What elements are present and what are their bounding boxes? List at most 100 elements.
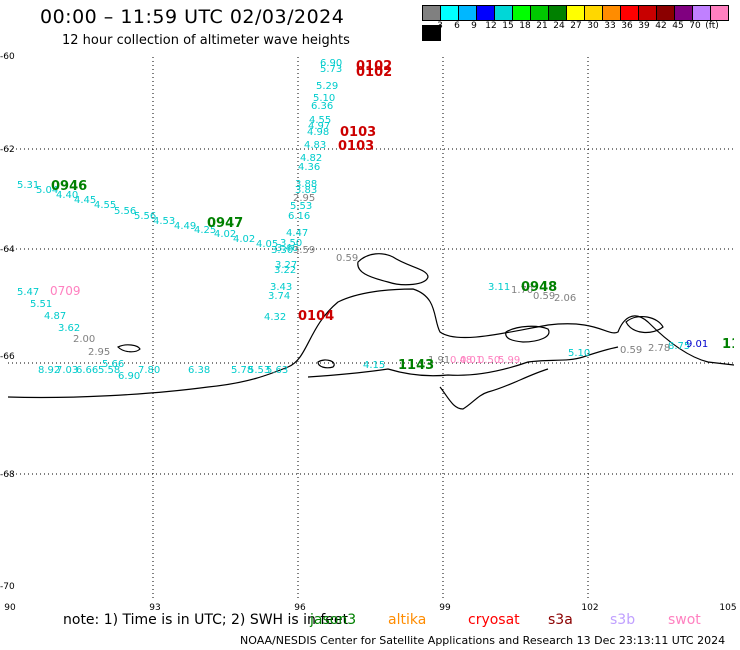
wave-height-label: 5.04 [36, 185, 58, 196]
wave-height-label: 5.73 [320, 64, 342, 75]
wave-height-label: 2.06 [554, 293, 576, 304]
map-note: note: 1) Time is in UTC; 2) SWH is in fe… [63, 612, 349, 628]
wave-height-label: 3.11 [488, 282, 510, 293]
pass-time-label: 0102 [356, 59, 392, 74]
scale-label: 70 [689, 21, 701, 31]
wave-height-label: 0.59 [533, 291, 555, 302]
wave-height-label: 3.59 [293, 245, 315, 256]
wave-height-label: 4.49 [174, 221, 196, 232]
scale-swatch [602, 5, 621, 21]
wave-height-label: 2.00 [73, 334, 95, 345]
map-title: 00:00 – 11:59 UTC 02/03/2024 [40, 6, 345, 28]
coastline-main [8, 288, 734, 399]
scale-swatch [620, 5, 639, 21]
wave-height-label: 3.22 [274, 265, 296, 276]
scale-swatch [530, 5, 549, 21]
scale-swatch [494, 5, 513, 21]
wave-height-label: 9.01 [686, 339, 708, 350]
wave-height-label: 3.30 [271, 245, 293, 256]
scale-label: 42 [655, 21, 667, 31]
scale-label: 27 [570, 21, 582, 31]
wave-height-label: 4.98 [307, 127, 329, 138]
wave-height-label: 6.90 [118, 371, 140, 382]
scale-label: 18 [519, 21, 531, 31]
satellite-legend-item: jason3 [310, 612, 357, 628]
wave-height-label: 4.47 [286, 228, 308, 239]
pass-time-label: 0102 [356, 65, 392, 80]
y-tick-label: -62 [0, 145, 15, 155]
scale-swatch [710, 5, 729, 21]
scale-label: 30 [587, 21, 599, 31]
coastline-shelf [307, 346, 619, 378]
wave-height-label: 5.58 [98, 365, 120, 376]
satellite-legend-item: cryosat [468, 612, 520, 628]
y-tick-label: -66 [0, 352, 15, 362]
x-tick-label: 99 [439, 603, 451, 613]
wave-height-label: 4.87 [44, 311, 66, 322]
scale-swatch [692, 5, 711, 21]
pass-time-label: 0104 [298, 309, 334, 324]
wave-height-label: 0.59 [620, 345, 642, 356]
wave-height-label: 4.15 [363, 360, 385, 371]
scale-label: 21 [536, 21, 548, 31]
wave-height-label: 7.80 [138, 365, 160, 376]
scale-swatch [422, 5, 441, 21]
scale-label: (ft) [705, 21, 719, 31]
pass-time-label: 0947 [207, 216, 243, 231]
coastline [8, 253, 734, 410]
x-tick-label: 93 [149, 603, 161, 613]
pass-time-label: 0948 [521, 280, 557, 295]
y-tick-label: -70 [0, 582, 15, 592]
wave-height-label: 3.43 [270, 282, 292, 293]
wave-height-labels: 6.905.735.295.106.364.554.974.984.834.82… [17, 58, 734, 382]
wave-height-label: 8.75 [668, 341, 690, 352]
wave-height-label: 5.78 [231, 365, 253, 376]
island-far-east [625, 315, 664, 333]
scale-swatch [656, 5, 675, 21]
y-tick-label: -60 [0, 52, 15, 62]
wave-height-label: 5.99 [498, 355, 520, 366]
scale-label: 9 [471, 21, 477, 31]
wave-height-label: 5.53 [248, 365, 270, 376]
x-tick-label: 105 [719, 603, 737, 613]
wave-height-label: 3.88 [295, 179, 317, 190]
scale-label: 15 [502, 21, 514, 31]
scale-label: 45 [672, 21, 684, 31]
coastline-bay [439, 368, 549, 410]
wave-height-label: 4.55 [309, 115, 331, 126]
wave-height-label: 3.62 [58, 323, 80, 334]
wave-height-label: 6.66 [76, 365, 98, 376]
wave-height-label: 6.38 [188, 365, 210, 376]
wave-height-label: 5.63 [266, 365, 288, 376]
wave-height-label: 0.50 [478, 355, 500, 366]
wave-height-label: 4.45 [74, 195, 96, 206]
wave-height-label: 8.92 [38, 365, 60, 376]
wave-height-label: 4.36 [298, 162, 320, 173]
wave-height-label: 4.02 [233, 234, 255, 245]
wave-height-label: 1.70 [511, 285, 533, 296]
scale-swatch [440, 5, 459, 21]
wave-height-label: 4.55 [94, 200, 116, 211]
scale-label: 33 [604, 21, 616, 31]
wave-height-label: 0.48 [450, 355, 472, 366]
x-tick-label: 90 [4, 603, 16, 613]
island-east [505, 325, 550, 343]
scale-label: 24 [553, 21, 565, 31]
scale-swatch [422, 25, 441, 41]
map-subtitle: 12 hour collection of altimeter wave hei… [62, 33, 350, 48]
wave-height-label: 1.91 [428, 355, 450, 366]
pass-time-label: 11- [722, 337, 734, 352]
wave-height-label: 2.95 [293, 193, 315, 204]
pass-time-label: 0103 [338, 139, 374, 154]
satellite-legend-item: swot [668, 612, 701, 628]
wave-height-label: 6.90 [320, 58, 342, 69]
pass-time-label: 0946 [51, 179, 87, 194]
island-north [357, 253, 429, 286]
wave-height-label: 4.32 [264, 312, 286, 323]
wave-height-label: 5.66 [102, 359, 124, 370]
wave-height-label: 4.05 [256, 239, 278, 250]
wave-height-label: 4.40 [56, 190, 78, 201]
wave-height-label: 5.29 [316, 81, 338, 92]
wave-height-label: 5.56 [114, 206, 136, 217]
wave-height-label: 5.10 [313, 93, 335, 104]
